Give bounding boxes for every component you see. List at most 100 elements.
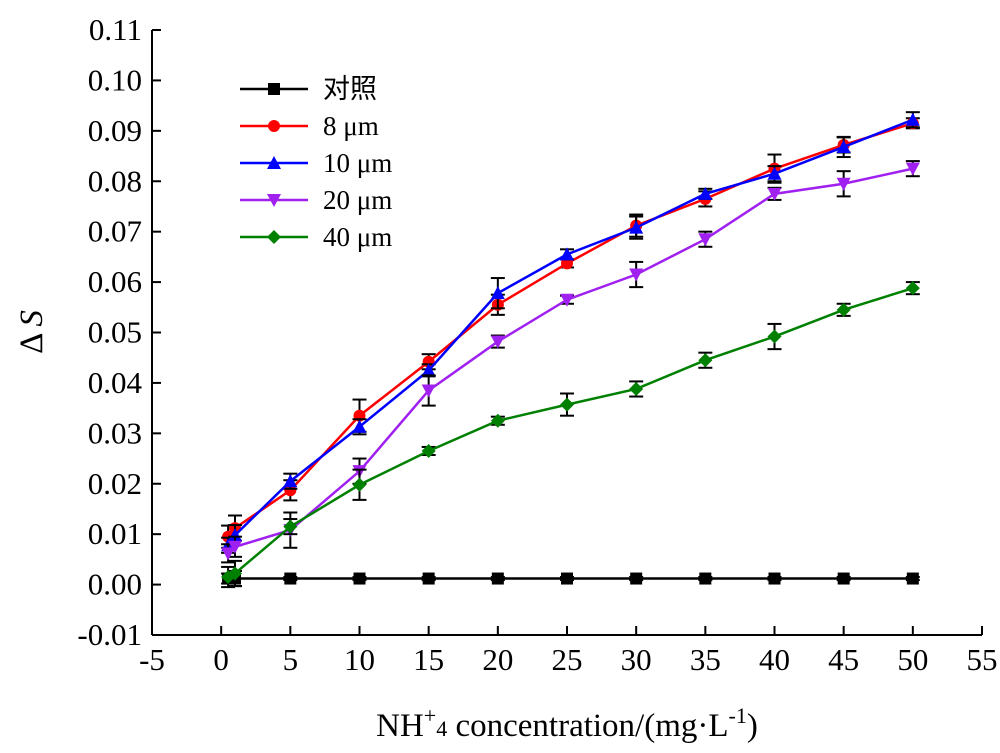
x-tick-label: 25 xyxy=(552,642,583,677)
x-axis-title-prefix: NH xyxy=(376,708,424,744)
x-tick-label: 20 xyxy=(482,642,513,677)
y-tick-label: 0.01 xyxy=(88,516,142,551)
legend-label: 8 μm xyxy=(323,111,379,141)
data-point xyxy=(630,572,643,585)
data-point xyxy=(422,572,435,585)
data-point xyxy=(698,186,713,200)
data-point xyxy=(698,233,713,247)
data-point xyxy=(283,474,298,488)
data-point xyxy=(421,363,436,377)
series-layer xyxy=(221,111,920,589)
series-4 xyxy=(221,281,920,589)
data-point xyxy=(421,443,436,458)
x-axis-title-middle: concentration/(mg·L xyxy=(447,708,728,744)
data-point xyxy=(768,572,781,585)
data-point xyxy=(837,572,850,585)
y-axis-title-italic: S xyxy=(14,310,50,327)
data-point xyxy=(629,381,644,396)
data-point xyxy=(767,166,782,180)
series-line xyxy=(227,286,914,579)
data-point xyxy=(560,397,574,412)
x-tick-label: 55 xyxy=(967,642,998,677)
legend-item: 40 μm xyxy=(240,222,392,252)
legend-label: 40 μm xyxy=(323,222,392,252)
legend-label: 20 μm xyxy=(323,185,392,215)
legend-marker xyxy=(268,83,280,95)
x-tick-label: 40 xyxy=(759,642,790,677)
x-tick-label: 45 xyxy=(828,642,859,677)
plot-area: -0.01 0.00 0.01 0.02 0.03 0.04 0.05 0.06 0.07 0.0… xyxy=(77,12,997,677)
legend-marker xyxy=(267,230,281,244)
data-point xyxy=(352,477,367,492)
data-point xyxy=(490,413,505,428)
data-point xyxy=(421,384,436,398)
data-point xyxy=(905,281,920,296)
y-axis-title-main: Δ xyxy=(14,333,50,354)
y-axis-title: ΔS xyxy=(14,310,50,354)
x-axis-title-sup: + xyxy=(424,703,436,728)
series-line xyxy=(227,122,914,538)
data-point xyxy=(228,566,242,581)
y-tick-label: 0.04 xyxy=(88,365,143,400)
data-point xyxy=(490,335,505,349)
data-point xyxy=(283,519,298,534)
data-point xyxy=(560,247,574,261)
data-point xyxy=(629,220,644,234)
y-tick-label: 0.05 xyxy=(88,315,142,350)
data-point xyxy=(905,162,920,176)
legend: 对照 8 μm 10 μm 20 μm 40 μm xyxy=(240,74,392,252)
x-tick-label: 10 xyxy=(344,642,375,677)
x-axis-title-suffix: ) xyxy=(747,708,758,744)
y-tick-label: 0.08 xyxy=(88,163,142,198)
y-tick-label: 0.11 xyxy=(89,12,142,47)
y-tick-label: -0.01 xyxy=(77,617,142,652)
legend-item: 8 μm xyxy=(240,111,379,141)
data-point xyxy=(228,528,242,542)
data-point xyxy=(353,572,366,585)
x-axis-title-sub: 4 xyxy=(436,716,447,741)
data-point xyxy=(629,268,644,282)
data-point xyxy=(698,353,713,368)
y-tick-label: 0.06 xyxy=(88,264,142,299)
series-1 xyxy=(221,117,920,549)
data-point xyxy=(221,547,236,561)
x-tick-label: 0 xyxy=(213,642,229,677)
data-point xyxy=(836,139,851,153)
x-axis-title-exp: -1 xyxy=(729,703,747,728)
legend-marker xyxy=(268,120,280,132)
x-tick-label: 15 xyxy=(413,642,444,677)
data-point xyxy=(906,572,919,585)
data-point xyxy=(228,540,242,554)
series-line xyxy=(227,118,914,546)
x-tick-label: 50 xyxy=(897,642,928,677)
series-0 xyxy=(221,569,920,588)
y-tick-label: 0.10 xyxy=(88,62,142,97)
data-point xyxy=(352,419,367,433)
data-point xyxy=(284,572,297,585)
legend-item: 对照 xyxy=(240,74,377,104)
y-ticks: -0.01 0.00 0.01 0.02 0.03 0.04 0.05 0.06 0.07 0.0… xyxy=(77,12,161,652)
data-point xyxy=(767,187,782,201)
legend-marker xyxy=(267,156,281,169)
x-tick-label: -5 xyxy=(139,642,165,677)
legend-marker xyxy=(267,194,281,207)
data-point xyxy=(836,302,851,317)
y-tick-label: 0.00 xyxy=(88,567,142,602)
data-point xyxy=(699,572,712,585)
x-tick-label: 5 xyxy=(283,642,299,677)
legend-label: 10 μm xyxy=(323,148,392,178)
y-tick-label: 0.03 xyxy=(88,415,142,450)
x-tick-label: 30 xyxy=(621,642,652,677)
y-tick-label: 0.07 xyxy=(88,214,142,249)
data-point xyxy=(561,257,573,270)
legend-item: 10 μm xyxy=(240,148,392,178)
data-point xyxy=(490,286,505,300)
series-2 xyxy=(221,111,920,554)
data-point xyxy=(491,572,504,585)
legend-item: 20 μm xyxy=(240,185,392,215)
x-axis-title: NH+4 concentration/(mg·L-1) xyxy=(376,703,758,744)
x-ticks: -5 0 5 10 15 20 25 30 35 40 45 50 55 xyxy=(139,626,998,677)
data-point xyxy=(561,572,573,585)
legend-label: 对照 xyxy=(323,74,377,104)
